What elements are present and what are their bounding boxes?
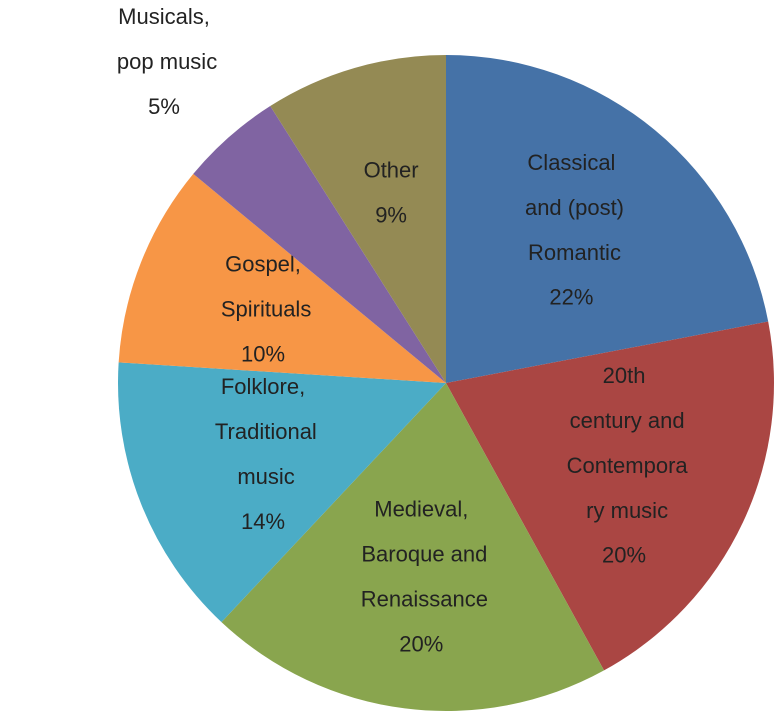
slice-value-label: 14% <box>241 509 285 534</box>
slice-label: Other <box>364 157 419 182</box>
pie-slice <box>193 106 446 384</box>
slice-label: Folklore, Traditional music <box>209 374 317 489</box>
pie-slice <box>446 321 774 671</box>
slice-value-label: 10% <box>241 341 285 366</box>
pie-slice <box>118 362 446 623</box>
slice-value-label: 22% <box>549 285 593 310</box>
pie-slice <box>221 383 605 711</box>
slice-label: 20th century and Contempora ry music <box>560 363 688 523</box>
slice-label: Gospel, Spirituals <box>215 251 312 321</box>
slice-label: Musicals, pop music <box>111 4 217 74</box>
pie-slice <box>118 173 447 383</box>
pie-slice <box>446 55 769 383</box>
slice-value-label: 20% <box>399 632 443 657</box>
slice-value-label: 20% <box>602 543 646 568</box>
slice-value-label: 5% <box>148 94 180 119</box>
slice-label: Medieval, Baroque and Renaissance <box>355 497 488 612</box>
slice-value-label: 9% <box>375 202 407 227</box>
slice-label: Classical and (post) Romantic <box>519 150 624 265</box>
pie-slice <box>270 55 446 383</box>
